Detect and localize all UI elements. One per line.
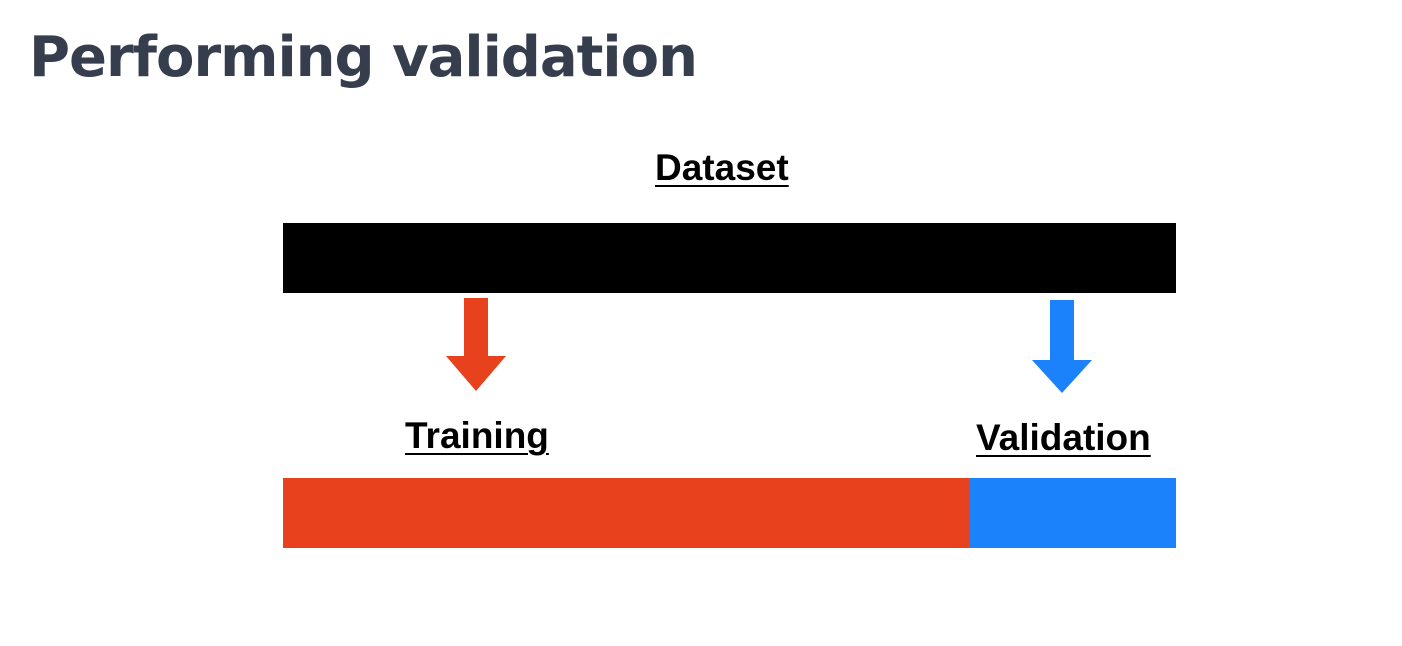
slide-title: Performing validation	[29, 25, 698, 90]
dataset-label: Dataset	[655, 147, 789, 188]
training-arrow-icon	[446, 298, 506, 391]
training-segment	[283, 478, 969, 548]
validation-segment	[968, 478, 1176, 548]
validation-label: Validation	[976, 417, 1151, 458]
validation-arrow-icon	[1032, 300, 1092, 393]
training-label: Training	[405, 415, 549, 456]
split-bar	[283, 478, 1176, 548]
dataset-bar	[283, 223, 1176, 293]
